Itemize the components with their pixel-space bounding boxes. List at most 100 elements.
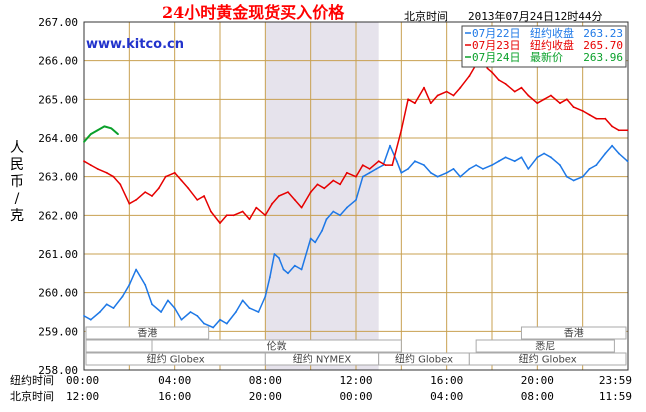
- data-point: [407, 98, 409, 101]
- data-point: [332, 179, 335, 182]
- data-point: [83, 315, 85, 317]
- hong-kong-session-box: [85, 326, 210, 340]
- y-tick-label: 265.00: [38, 93, 78, 106]
- data-point: [314, 241, 317, 244]
- data-point: [241, 210, 244, 213]
- sydney-session-box: [475, 339, 615, 353]
- ny-globex-session-3-label: 纽约 Globex: [519, 353, 577, 366]
- data-point: [559, 164, 561, 167]
- data-point: [287, 272, 289, 275]
- legend-date: 07月22日: [472, 27, 521, 40]
- data-point: [325, 218, 328, 221]
- data-point: [611, 125, 613, 128]
- data-point: [429, 171, 432, 174]
- data-point: [187, 187, 190, 190]
- data-point: [83, 160, 85, 163]
- data-point: [400, 171, 403, 174]
- data-point: [520, 86, 523, 89]
- data-point: [273, 253, 276, 255]
- data-point: [180, 179, 183, 182]
- data-point: [384, 164, 387, 167]
- series-layer: [83, 55, 629, 329]
- data-point: [497, 79, 500, 81]
- nymex-session-shade: [265, 22, 379, 370]
- x-tick-beijing: 12:00: [66, 390, 99, 403]
- y-tick-label: 258.00: [38, 364, 78, 377]
- data-point: [321, 229, 323, 232]
- data-point: [389, 144, 391, 147]
- x-tick-new-york: 04:00: [158, 374, 191, 387]
- legend-value: 263.96: [583, 51, 623, 64]
- y-axis-label-char: /: [15, 191, 20, 207]
- data-point: [459, 175, 462, 178]
- legend-date: 07月23日: [472, 39, 521, 52]
- legend-value: 265.70: [583, 39, 623, 52]
- data-point: [346, 171, 348, 174]
- data-point: [271, 202, 273, 205]
- data-point: [151, 195, 153, 197]
- data-point: [595, 117, 598, 120]
- data-point: [429, 102, 432, 105]
- x-tick-new-york: 00:00: [66, 374, 99, 387]
- data-point: [346, 206, 348, 209]
- data-point: [105, 303, 108, 306]
- data-point: [368, 171, 371, 174]
- y-axis-label-char: 人: [10, 140, 24, 156]
- data-point: [520, 156, 523, 159]
- data-point: [368, 168, 371, 170]
- series-2: [83, 55, 629, 225]
- x-tick-new-york: 23:59: [599, 374, 632, 387]
- y-tick-label: 260.00: [38, 287, 78, 300]
- data-point: [89, 164, 92, 167]
- data-point: [219, 318, 221, 321]
- data-point: [588, 168, 591, 170]
- data-point: [135, 268, 138, 271]
- x-tick-beijing: 04:00: [430, 390, 463, 403]
- y-axis-ticks: 267.00 266.00 265.00 264.00 263.00 262.00 261.…: [38, 16, 78, 377]
- data-point: [361, 164, 364, 167]
- data-point: [316, 183, 319, 186]
- data-point: [151, 303, 153, 306]
- data-point: [513, 160, 516, 163]
- data-point: [604, 117, 607, 120]
- data-point: [89, 133, 92, 136]
- data-point: [482, 168, 484, 170]
- data-point: [110, 127, 113, 130]
- data-point: [407, 168, 409, 170]
- data-point: [581, 110, 584, 112]
- data-point: [618, 152, 620, 155]
- data-point: [210, 210, 212, 213]
- data-point: [618, 129, 620, 132]
- data-point: [339, 183, 341, 186]
- data-point: [452, 168, 455, 170]
- data-point: [300, 268, 303, 271]
- data-point: [543, 152, 545, 155]
- plot-frame: [83, 21, 629, 371]
- series-1: [83, 144, 629, 329]
- legend: 07月22日 纽约收盘 263.23 07月23日 纽约收盘 265.70 07月24日 最新…: [461, 25, 627, 68]
- data-point: [278, 257, 280, 259]
- data-point: [581, 175, 584, 178]
- y-tick-label: 262.00: [38, 209, 78, 222]
- data-point: [414, 160, 416, 163]
- data-point: [559, 102, 561, 105]
- data-point: [112, 307, 115, 309]
- data-point: [572, 106, 575, 108]
- x-tick-new-york: 12:00: [339, 374, 372, 387]
- data-point: [248, 307, 251, 309]
- series-line-2: [83, 56, 628, 224]
- data-point: [497, 160, 500, 163]
- ny-globex-session-3-box: [468, 352, 627, 366]
- kitco-watermark[interactable]: www.kitco.cn: [86, 37, 184, 52]
- data-point: [225, 214, 228, 217]
- data-point: [212, 326, 215, 329]
- y-tick-label: 259.00: [38, 325, 78, 338]
- x-tick-beijing: 08:00: [521, 390, 554, 403]
- data-point: [119, 183, 122, 186]
- data-point: [445, 171, 448, 174]
- data-point: [121, 295, 124, 298]
- legend-label: 纽约收盘: [530, 38, 574, 52]
- x-axis-ticks: 00:00 04:00 08:00 12:00 16:00 20:00 23:59 12:00…: [66, 374, 632, 403]
- data-point: [144, 284, 147, 286]
- data-point: [157, 187, 160, 190]
